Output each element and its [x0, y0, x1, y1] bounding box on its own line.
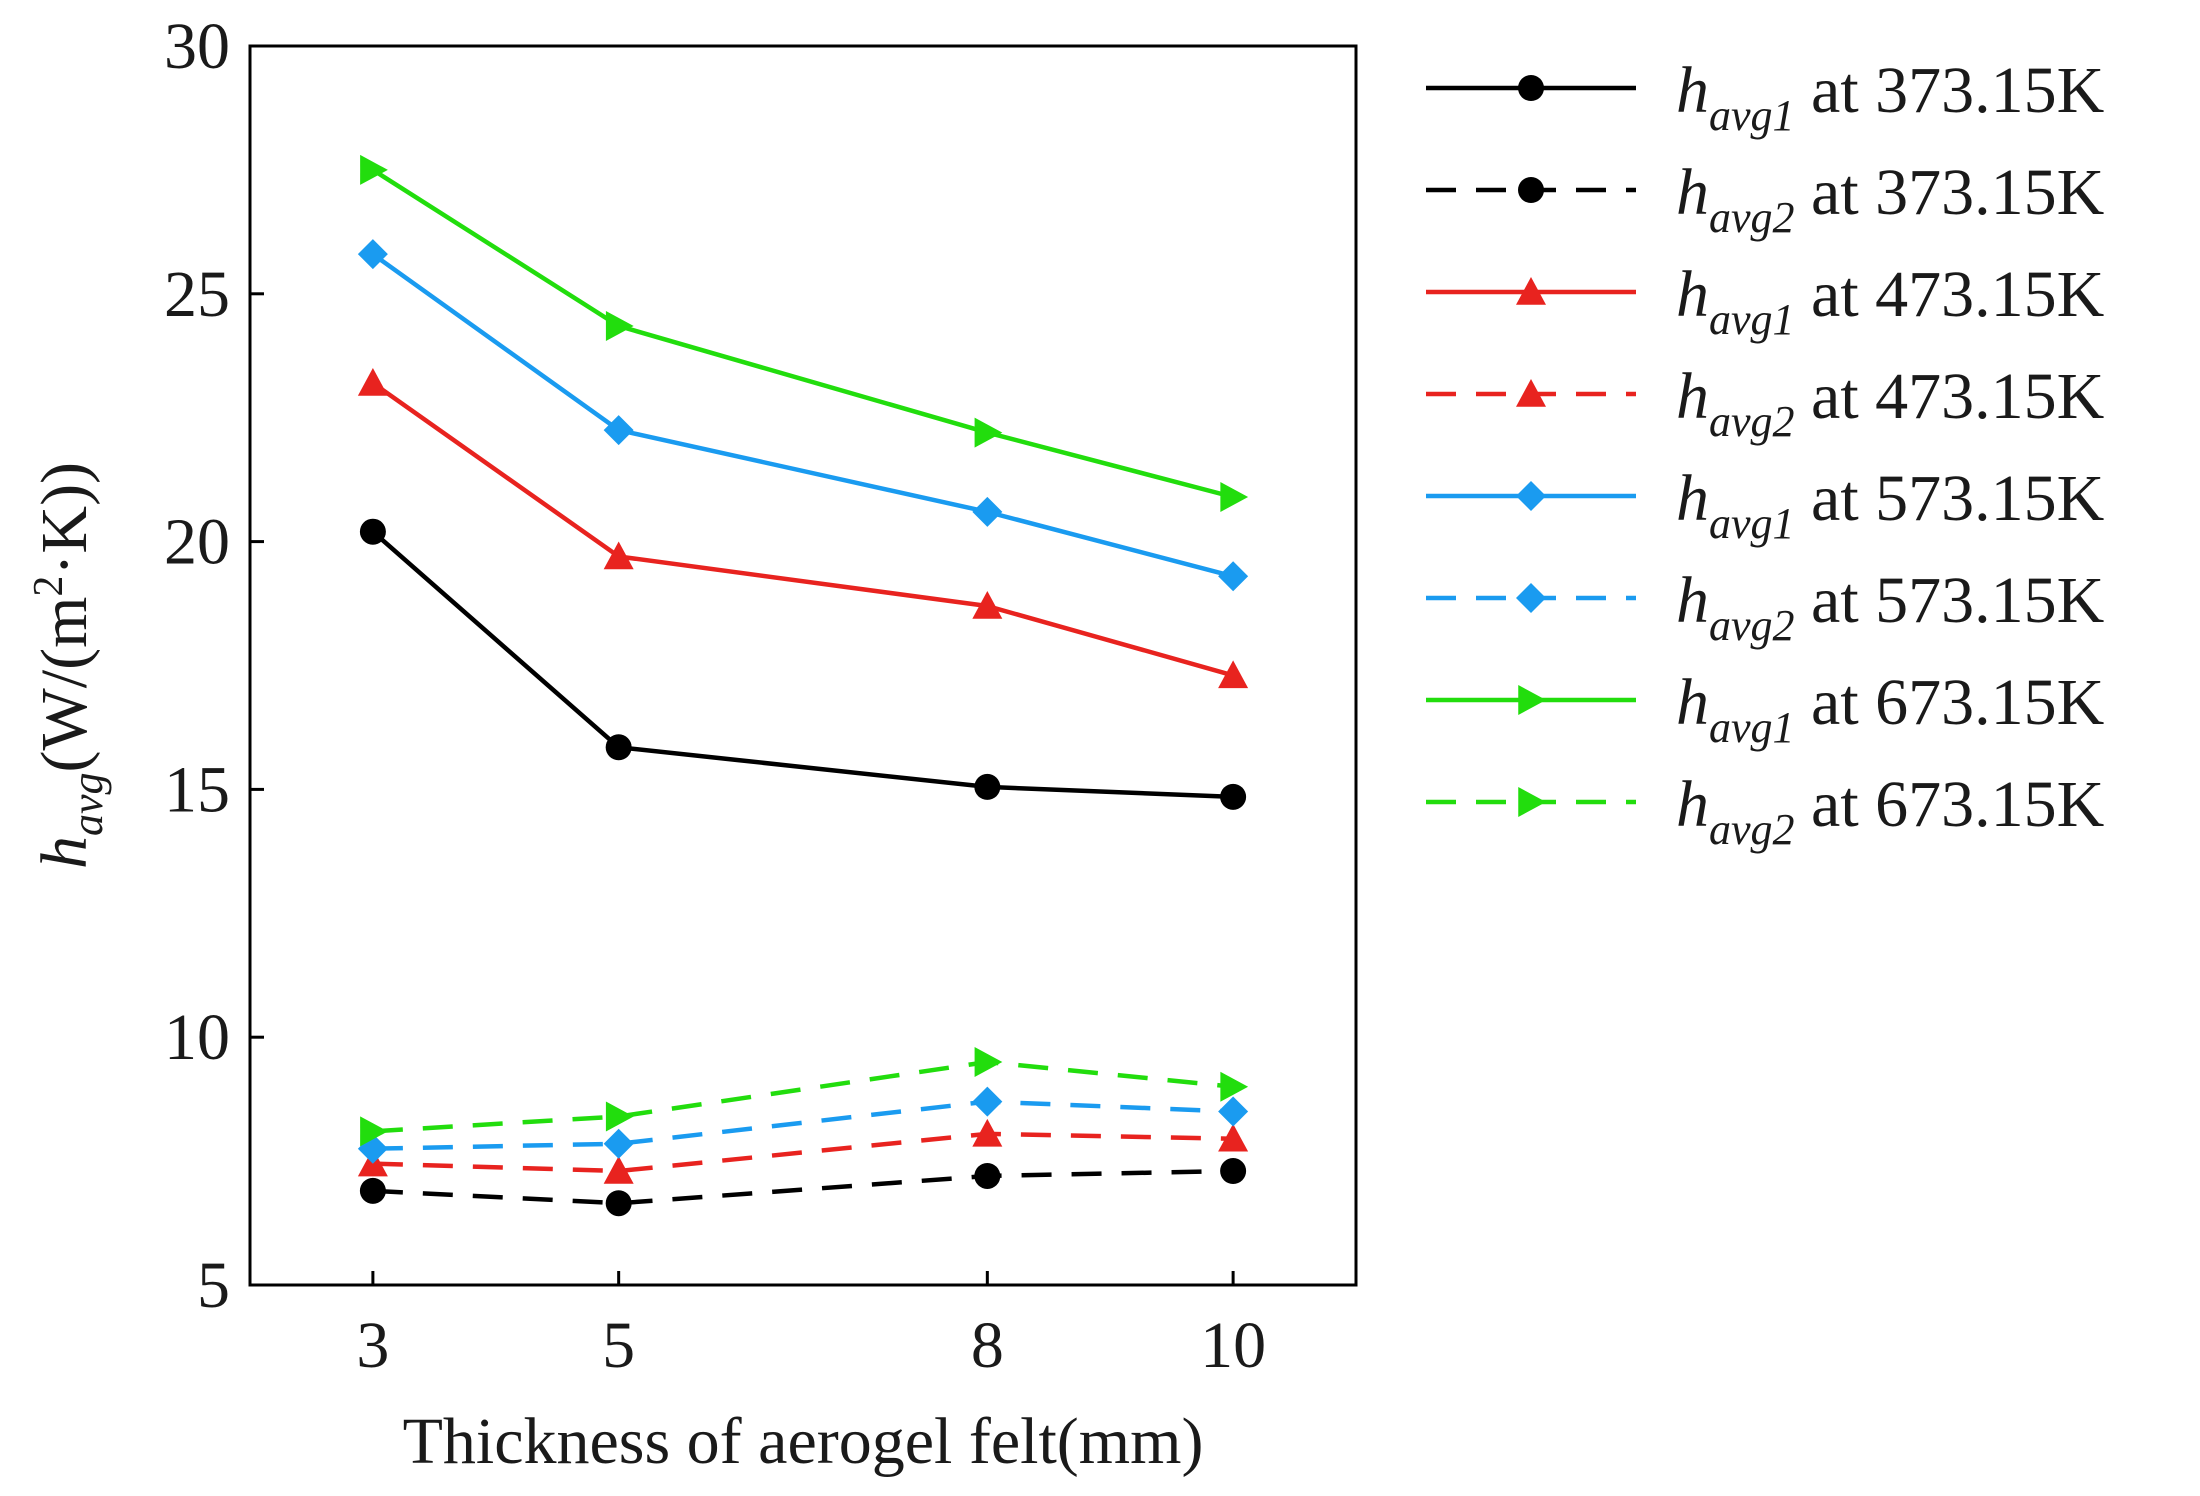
y-tick-label: 15 — [164, 753, 230, 826]
legend-marker — [1518, 75, 1544, 101]
legend-label: havg1 at 573.15K — [1676, 462, 2104, 548]
data-point — [360, 1116, 388, 1147]
data-point — [605, 1190, 632, 1217]
legend-item: havg1 at 473.15K — [1426, 258, 2104, 344]
data-point — [1218, 660, 1249, 689]
series-line — [371, 252, 1234, 579]
legend-item: havg1 at 573.15K — [1426, 462, 2104, 548]
legend-item: havg1 at 673.15K — [1426, 666, 2104, 752]
series-5 — [357, 239, 1249, 592]
legend-item: havg2 at 473.15K — [1426, 360, 2104, 446]
series-line — [372, 1099, 1234, 1151]
legend-marker — [1518, 787, 1546, 817]
data-point — [1218, 1123, 1249, 1152]
series-line — [371, 529, 1234, 800]
x-tick-label: 3 — [356, 1309, 389, 1382]
y-tick-label: 20 — [164, 506, 230, 579]
legend-label: havg2 at 573.15K — [1676, 564, 2104, 650]
data-point — [972, 1086, 1003, 1117]
data-point — [603, 1128, 634, 1159]
legend-label: havg1 at 373.15K — [1676, 54, 2104, 140]
legend-label: havg1 at 473.15K — [1676, 258, 2104, 344]
legend-marker — [1516, 481, 1546, 511]
y-tick-label: 10 — [164, 1001, 230, 1074]
series-7 — [360, 154, 1249, 512]
series-line — [371, 168, 1234, 500]
legend-marker — [1516, 583, 1546, 613]
data-point — [1218, 1096, 1249, 1127]
legend-label: havg2 at 373.15K — [1676, 156, 2104, 242]
data-point — [603, 541, 634, 570]
x-tick-label: 10 — [1200, 1309, 1266, 1382]
series-line — [372, 1059, 1234, 1134]
data-point — [359, 1177, 386, 1204]
y-tick-label: 5 — [197, 1249, 230, 1322]
legend-item: havg2 at 573.15K — [1426, 564, 2104, 650]
plot-frame — [248, 44, 1358, 1287]
data-point — [603, 415, 634, 446]
data-point — [603, 1156, 634, 1184]
data-point — [972, 1118, 1003, 1147]
plot-layer — [357, 154, 1249, 1217]
legend-item: havg2 at 673.15K — [1426, 768, 2104, 854]
data-point — [972, 496, 1003, 527]
series-4 — [357, 1118, 1249, 1184]
data-point — [974, 1162, 1001, 1189]
data-point — [1220, 481, 1249, 512]
legend-marker — [1516, 277, 1546, 305]
x-tick-label: 5 — [602, 1309, 635, 1382]
legend-marker — [1518, 685, 1546, 715]
data-point — [1220, 1158, 1247, 1185]
series-3 — [357, 368, 1249, 689]
x-tick-label: 8 — [971, 1309, 1004, 1382]
data-point — [974, 417, 1003, 448]
data-point — [357, 368, 388, 396]
legend-marker — [1516, 379, 1546, 407]
data-point — [357, 239, 388, 270]
legend-item: havg1 at 373.15K — [1426, 54, 2104, 140]
data-point — [1220, 1071, 1249, 1102]
x-axis-title: Thickness of aerogel felt(mm) — [403, 1405, 1204, 1478]
series-8 — [360, 1046, 1249, 1147]
legend-label: havg1 at 673.15K — [1676, 666, 2104, 752]
data-point — [605, 311, 634, 342]
legend-label: havg2 at 473.15K — [1676, 360, 2104, 446]
series-line — [372, 1131, 1234, 1174]
data-point — [972, 591, 1003, 619]
series-1 — [359, 518, 1247, 810]
legend: havg1 at 373.15K havg2 at 373.15K havg1 at… — [1426, 54, 2104, 854]
legend-item: havg2 at 373.15K — [1426, 156, 2104, 242]
y-axis-title: havg(W/(m2·K)) — [26, 462, 112, 869]
data-point — [974, 773, 1001, 800]
series-2 — [359, 1158, 1247, 1217]
data-point — [360, 154, 388, 185]
data-point — [974, 1046, 1003, 1077]
series-line — [371, 381, 1234, 678]
series-line — [372, 1168, 1234, 1206]
legend-marker — [1518, 177, 1544, 203]
data-point — [605, 734, 632, 761]
data-point — [605, 1101, 634, 1132]
data-point — [1218, 561, 1249, 592]
data-point — [1220, 783, 1247, 810]
legend-label: havg2 at 673.15K — [1676, 768, 2104, 854]
y-tick-label: 25 — [164, 258, 230, 331]
y-tick-label: 30 — [164, 10, 230, 83]
data-point — [359, 518, 386, 545]
